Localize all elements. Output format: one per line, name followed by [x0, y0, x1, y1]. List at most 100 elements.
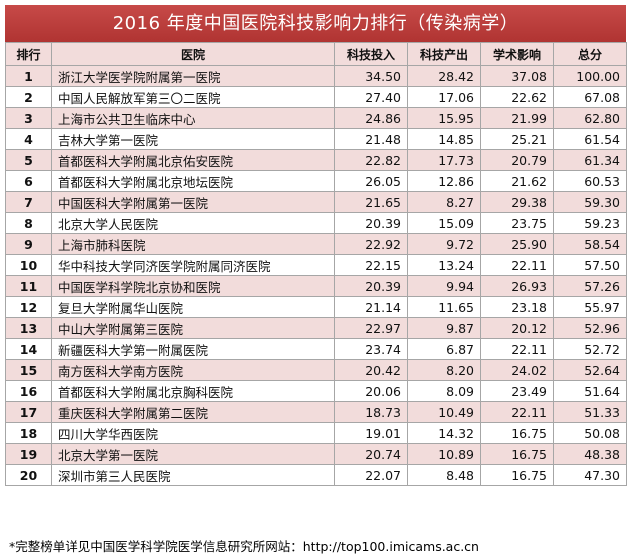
cell-academic-impact: 22.11 — [480, 338, 554, 360]
table-row: 1 浙江大学医学院附属第一医院 34.50 28.42 37.08 100.00 — [5, 65, 627, 87]
cell-tech-input: 22.97 — [334, 317, 408, 339]
cell-hospital: 北京大学人民医院 — [51, 212, 335, 234]
cell-hospital: 中国医科大学附属第一医院 — [51, 191, 335, 213]
cell-tech-output: 15.95 — [407, 107, 481, 129]
table-row: 13 中山大学附属第三医院 22.97 9.87 20.12 52.96 — [5, 317, 627, 339]
cell-tech-output: 8.09 — [407, 380, 481, 402]
table-row: 11 中国医学科学院北京协和医院 20.39 9.94 26.93 57.26 — [5, 275, 627, 297]
table-row: 15 南方医科大学南方医院 20.42 8.20 24.02 52.64 — [5, 359, 627, 381]
cell-hospital: 首都医科大学附属北京佑安医院 — [51, 149, 335, 171]
cell-tech-input: 34.50 — [334, 65, 408, 87]
table-header-row: 排行 医院 科技投入 科技产出 学术影响 总分 — [5, 42, 627, 66]
cell-hospital: 上海市公共卫生临床中心 — [51, 107, 335, 129]
cell-total-score: 57.26 — [553, 275, 627, 297]
table-row: 5 首都医科大学附属北京佑安医院 22.82 17.73 20.79 61.34 — [5, 149, 627, 171]
cell-total-score: 62.80 — [553, 107, 627, 129]
header-academic-impact: 学术影响 — [480, 42, 554, 66]
cell-academic-impact: 29.38 — [480, 191, 554, 213]
cell-academic-impact: 22.62 — [480, 86, 554, 108]
cell-total-score: 61.34 — [553, 149, 627, 171]
cell-tech-input: 20.39 — [334, 275, 408, 297]
cell-rank: 13 — [5, 317, 52, 339]
table-row: 19 北京大学第一医院 20.74 10.89 16.75 48.38 — [5, 443, 627, 465]
cell-total-score: 50.08 — [553, 422, 627, 444]
table-row: 2 中国人民解放军第三〇二医院 27.40 17.06 22.62 67.08 — [5, 86, 627, 108]
cell-academic-impact: 20.12 — [480, 317, 554, 339]
cell-hospital: 上海市肺科医院 — [51, 233, 335, 255]
cell-total-score: 59.30 — [553, 191, 627, 213]
cell-tech-output: 10.49 — [407, 401, 481, 423]
cell-academic-impact: 37.08 — [480, 65, 554, 87]
cell-total-score: 67.08 — [553, 86, 627, 108]
cell-academic-impact: 25.90 — [480, 233, 554, 255]
cell-academic-impact: 23.75 — [480, 212, 554, 234]
cell-tech-input: 20.42 — [334, 359, 408, 381]
cell-hospital: 浙江大学医学院附属第一医院 — [51, 65, 335, 87]
cell-tech-output: 17.73 — [407, 149, 481, 171]
cell-rank: 15 — [5, 359, 52, 381]
cell-academic-impact: 22.11 — [480, 254, 554, 276]
cell-total-score: 52.72 — [553, 338, 627, 360]
cell-tech-output: 9.94 — [407, 275, 481, 297]
cell-tech-output: 15.09 — [407, 212, 481, 234]
cell-rank: 20 — [5, 464, 52, 486]
cell-total-score: 52.96 — [553, 317, 627, 339]
cell-hospital: 中国人民解放军第三〇二医院 — [51, 86, 335, 108]
cell-rank: 17 — [5, 401, 52, 423]
cell-tech-input: 22.92 — [334, 233, 408, 255]
cell-academic-impact: 16.75 — [480, 443, 554, 465]
cell-total-score: 47.30 — [553, 464, 627, 486]
cell-tech-output: 8.20 — [407, 359, 481, 381]
header-rank: 排行 — [5, 42, 52, 66]
cell-tech-output: 9.87 — [407, 317, 481, 339]
cell-rank: 5 — [5, 149, 52, 171]
cell-total-score: 60.53 — [553, 170, 627, 192]
cell-tech-input: 27.40 — [334, 86, 408, 108]
cell-tech-output: 17.06 — [407, 86, 481, 108]
footnote: *完整榜单详见中国医学科学院医学信息研究所网站：http://top100.im… — [9, 539, 479, 554]
cell-tech-input: 22.15 — [334, 254, 408, 276]
cell-total-score: 48.38 — [553, 443, 627, 465]
cell-total-score: 52.64 — [553, 359, 627, 381]
cell-tech-output: 14.85 — [407, 128, 481, 150]
cell-total-score: 55.97 — [553, 296, 627, 318]
cell-rank: 2 — [5, 86, 52, 108]
cell-academic-impact: 16.75 — [480, 422, 554, 444]
cell-academic-impact: 21.62 — [480, 170, 554, 192]
cell-tech-input: 21.14 — [334, 296, 408, 318]
cell-tech-input: 21.48 — [334, 128, 408, 150]
table-row: 3 上海市公共卫生临床中心 24.86 15.95 21.99 62.80 — [5, 107, 627, 129]
cell-tech-output: 8.27 — [407, 191, 481, 213]
cell-academic-impact: 23.49 — [480, 380, 554, 402]
cell-tech-output: 8.48 — [407, 464, 481, 486]
cell-rank: 6 — [5, 170, 52, 192]
table-row: 8 北京大学人民医院 20.39 15.09 23.75 59.23 — [5, 212, 627, 234]
cell-total-score: 51.33 — [553, 401, 627, 423]
table-row: 18 四川大学华西医院 19.01 14.32 16.75 50.08 — [5, 422, 627, 444]
cell-tech-input: 26.05 — [334, 170, 408, 192]
cell-academic-impact: 20.79 — [480, 149, 554, 171]
cell-hospital: 复旦大学附属华山医院 — [51, 296, 335, 318]
cell-total-score: 61.54 — [553, 128, 627, 150]
header-hospital: 医院 — [51, 42, 335, 66]
cell-tech-input: 18.73 — [334, 401, 408, 423]
cell-tech-input: 20.74 — [334, 443, 408, 465]
cell-hospital: 四川大学华西医院 — [51, 422, 335, 444]
cell-rank: 3 — [5, 107, 52, 129]
cell-tech-input: 20.39 — [334, 212, 408, 234]
cell-academic-impact: 22.11 — [480, 401, 554, 423]
cell-tech-output: 9.72 — [407, 233, 481, 255]
cell-rank: 12 — [5, 296, 52, 318]
table-row: 20 深圳市第三人民医院 22.07 8.48 16.75 47.30 — [5, 464, 627, 486]
ranking-table: 排行 医院 科技投入 科技产出 学术影响 总分 1 浙江大学医学院附属第一医院 34… — [5, 42, 627, 486]
cell-academic-impact: 24.02 — [480, 359, 554, 381]
cell-tech-output: 11.65 — [407, 296, 481, 318]
cell-academic-impact: 23.18 — [480, 296, 554, 318]
table-row: 6 首都医科大学附属北京地坛医院 26.05 12.86 21.62 60.53 — [5, 170, 627, 192]
cell-tech-input: 19.01 — [334, 422, 408, 444]
cell-hospital: 深圳市第三人民医院 — [51, 464, 335, 486]
cell-tech-input: 23.74 — [334, 338, 408, 360]
cell-hospital: 重庆医科大学附属第二医院 — [51, 401, 335, 423]
cell-rank: 4 — [5, 128, 52, 150]
cell-total-score: 100.00 — [553, 65, 627, 87]
